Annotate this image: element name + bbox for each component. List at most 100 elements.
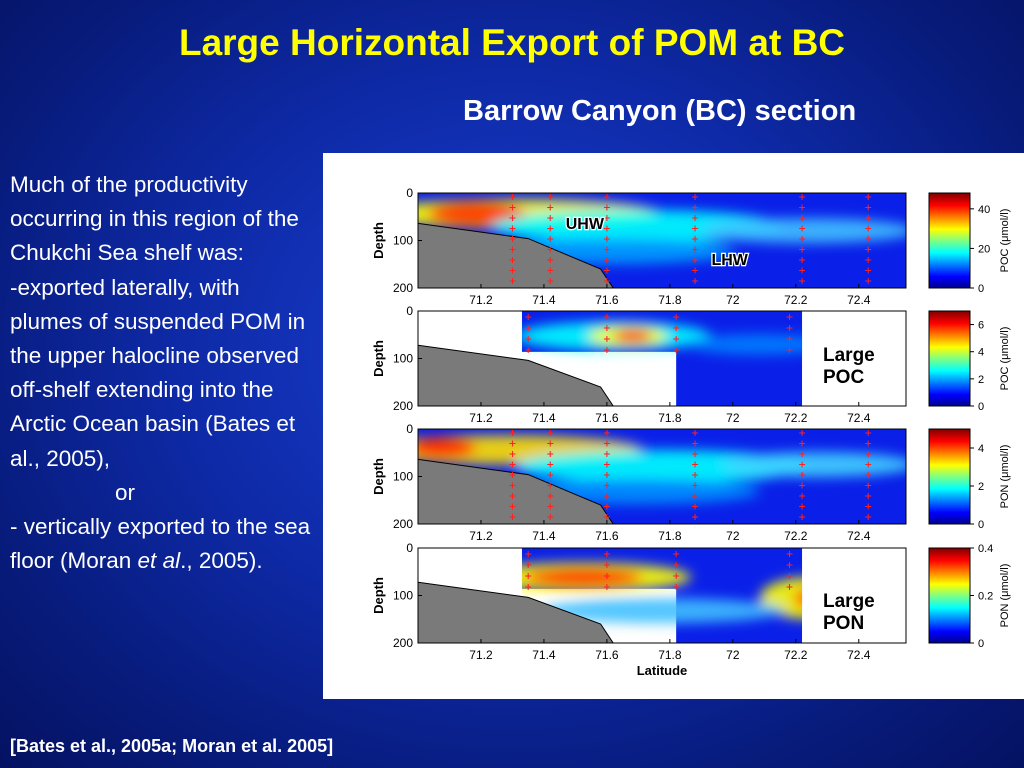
- station-marker: [547, 236, 554, 242]
- heatmap-blob: [720, 451, 906, 478]
- station-marker: [603, 236, 610, 242]
- colorbar-tick-label: 6: [978, 320, 984, 332]
- station-marker: [865, 267, 872, 274]
- y-tick-label: 0: [406, 304, 413, 318]
- x-tick-label: 71.6: [595, 411, 619, 425]
- x-tick-label: 72.2: [784, 648, 808, 662]
- station-marker: [603, 514, 610, 520]
- station-marker: [799, 440, 806, 447]
- station-marker: [547, 482, 554, 489]
- station-marker: [786, 584, 793, 590]
- station-marker: [547, 267, 554, 274]
- x-tick-label: 71.2: [469, 648, 493, 662]
- station-marker: [865, 503, 872, 510]
- station-marker: [799, 514, 806, 520]
- x-tick-label: 71.2: [469, 293, 493, 307]
- station-marker: [603, 551, 610, 557]
- et-al-italic: et al: [137, 548, 181, 574]
- x-tick-label: 71.4: [532, 411, 556, 425]
- station-marker: [865, 236, 872, 242]
- colorbar: [928, 547, 971, 644]
- station-marker: [673, 562, 680, 568]
- heatmap-blob: [525, 567, 643, 587]
- x-tick-label: 71.4: [532, 529, 556, 543]
- colorbar-tick-label: 4: [978, 347, 984, 359]
- y-tick-label: 0: [406, 422, 413, 436]
- y-tick-label: 100: [393, 352, 413, 366]
- station-marker: [547, 461, 554, 468]
- station-marker: [603, 451, 610, 457]
- mask-right: [802, 311, 906, 406]
- annotation-label: PON: [823, 613, 864, 634]
- station-marker: [692, 493, 699, 499]
- station-marker: [603, 225, 610, 232]
- y-tick-label: 0: [406, 186, 413, 200]
- colorbar: [928, 192, 971, 289]
- heatmap-canyon: [676, 311, 803, 406]
- station-marker: [799, 493, 806, 499]
- station-marker: [692, 204, 699, 211]
- annotation-label: UHW: [566, 216, 605, 233]
- bathymetry-shelf: [418, 344, 614, 406]
- station-marker: [865, 493, 872, 499]
- heatmap-blob: [686, 333, 833, 355]
- station-marker: [603, 215, 610, 221]
- station-marker: [525, 314, 532, 320]
- station-marker: [525, 584, 532, 590]
- x-tick-label: 72.4: [847, 648, 871, 662]
- section-panel-3: 71.2 71.4 71.6 71.8 72 72.2 72.4 0 100 200 Depth 0 2…: [371, 422, 1011, 543]
- station-marker: [865, 451, 872, 457]
- x-tick-label: 71.4: [532, 648, 556, 662]
- panel-plot-area: [418, 548, 906, 643]
- mask-right: [802, 548, 906, 643]
- station-marker: [692, 482, 699, 489]
- annotation-label: POC: [823, 367, 864, 388]
- station-marker: [692, 430, 699, 436]
- slide-subtitle: Barrow Canyon (BC) section: [463, 95, 857, 127]
- station-marker: [525, 347, 532, 353]
- station-marker: [509, 430, 516, 436]
- station-marker: [603, 336, 610, 342]
- annotation-label: LHW: [711, 252, 748, 269]
- panel-plot-area: [418, 311, 906, 406]
- y-tick-label: 200: [393, 517, 413, 531]
- station-marker: [603, 246, 610, 253]
- station-marker: [547, 257, 554, 263]
- colorbar-tick-label: 0.2: [978, 591, 993, 603]
- colorbar-tick-label: 0: [978, 519, 984, 531]
- station-marker: [603, 584, 610, 590]
- colorbar-tick-label: 4: [978, 443, 984, 455]
- citation: [Bates et al., 2005a; Moran et al. 2005]: [10, 736, 334, 756]
- station-marker: [865, 461, 872, 468]
- colorbar-tick-label: 20: [978, 243, 990, 255]
- annotation-label: Large: [823, 591, 875, 612]
- heatmap-blob: [701, 218, 906, 244]
- colorbar-tick-label: 0: [978, 638, 984, 650]
- station-marker: [603, 347, 610, 353]
- x-tick-label: 72: [726, 293, 740, 307]
- station-marker: [603, 194, 610, 200]
- station-marker: [692, 451, 699, 457]
- station-marker: [799, 204, 806, 211]
- station-marker: [786, 551, 793, 557]
- station-marker: [799, 472, 806, 478]
- x-tick-label: 72.4: [847, 529, 871, 543]
- heatmap-blob: [540, 598, 784, 624]
- station-marker: [673, 347, 680, 353]
- x-axis-label: Latitude: [637, 663, 688, 678]
- station-marker: [799, 215, 806, 221]
- colorbar-tick-label: 0: [978, 283, 984, 295]
- panel-plot-area: [418, 193, 906, 288]
- station-marker: [509, 514, 516, 520]
- station-marker: [509, 440, 516, 447]
- station-marker: [547, 472, 554, 478]
- station-marker: [865, 482, 872, 489]
- station-marker: [799, 194, 806, 200]
- station-marker: [692, 267, 699, 274]
- station-marker: [865, 215, 872, 221]
- station-marker: [799, 482, 806, 489]
- section-plots-svg: 71.2 71.4 71.6 71.8 72 72.2 72.40100200Depth02…: [371, 186, 1011, 678]
- x-tick-label: 71.6: [595, 293, 619, 307]
- x-tick-label: 72.4: [847, 293, 871, 307]
- station-marker: [525, 573, 532, 579]
